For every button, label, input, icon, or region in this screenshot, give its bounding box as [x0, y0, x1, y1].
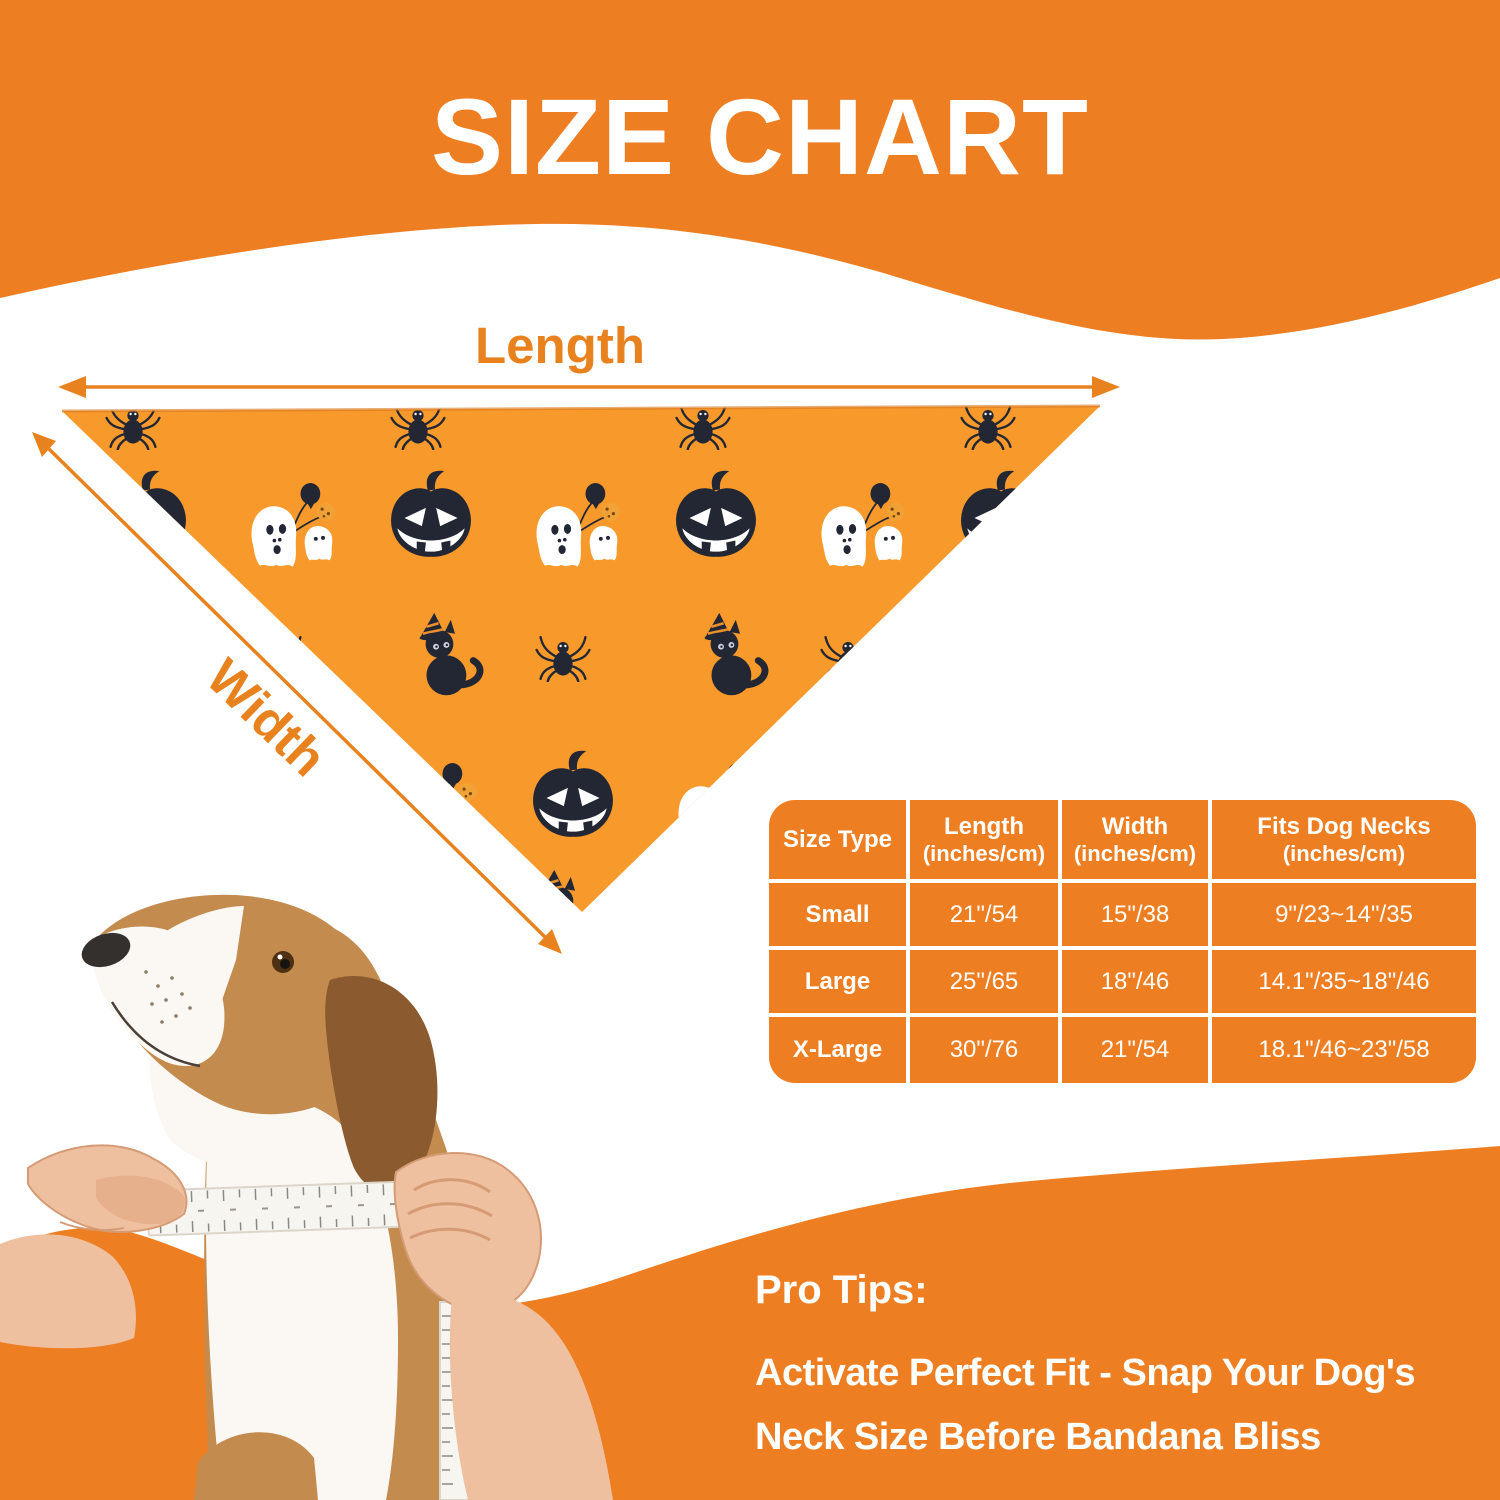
- muzzle-speckles: [144, 970, 192, 1024]
- table-header-size-type: Size Type: [769, 800, 910, 883]
- width-arrow: [32, 432, 562, 954]
- length-label: Length: [475, 317, 645, 374]
- dog-eye: [272, 951, 294, 973]
- table-cell-length-xlarge: 30"/76: [910, 1017, 1062, 1083]
- dog-nose: [81, 932, 131, 968]
- table-cell-width-large: 18"/46: [1062, 950, 1212, 1017]
- length-arrow: [58, 376, 1120, 398]
- right-hand: [393, 1152, 613, 1500]
- table-header-neck: Fits Dog Necks (inches/cm): [1212, 800, 1476, 883]
- measuring-tape-horizontal: [146, 1180, 412, 1237]
- table-header-length: Length (inches/cm): [910, 800, 1062, 883]
- left-hand: [0, 1144, 188, 1349]
- dog-mouth: [110, 1001, 201, 1068]
- table-cell-length-small: 21"/54: [910, 883, 1062, 950]
- pro-tips-line-1: Activate Perfect Fit - Snap Your Dog's: [755, 1352, 1416, 1394]
- table-cell-size-small: Small: [769, 883, 910, 950]
- size-table: Size Type Length (inches/cm) Width (inches…: [769, 800, 1476, 1083]
- table-cell-neck-xlarge: 18.1"/46~23"/58: [1258, 1036, 1430, 1064]
- table-cell-length-large: 25"/65: [910, 950, 1062, 1017]
- pro-tips-block: Pro Tips: Activate Perfect Fit - Snap Yo…: [755, 1268, 1495, 1469]
- page-title: SIZE CHART: [431, 76, 1089, 197]
- header-wave: [0, 0, 1500, 340]
- table-cell-neck-large: 14.1"/35~18"/46: [1212, 950, 1476, 1017]
- dog-leg-patch: [194, 1432, 318, 1500]
- pro-tips-line-2: Neck Size Before Bandana Bliss: [755, 1416, 1321, 1458]
- table-cell-size-large: Large: [769, 950, 910, 1017]
- dog-ear: [325, 976, 438, 1193]
- dog-photo: [0, 894, 613, 1500]
- table-cell-width-xlarge: 21"/54: [1062, 1017, 1212, 1083]
- table-cell-neck-small: 9"/23~14"/35: [1212, 883, 1476, 950]
- dog-muzzle: [89, 926, 225, 1067]
- table-header-width: Width (inches/cm): [1062, 800, 1212, 883]
- table-cell-size-xlarge: X-Large: [769, 1017, 910, 1083]
- table-cell-width-small: 15"/38: [1062, 883, 1212, 950]
- pro-tips-heading: Pro Tips:: [755, 1268, 928, 1312]
